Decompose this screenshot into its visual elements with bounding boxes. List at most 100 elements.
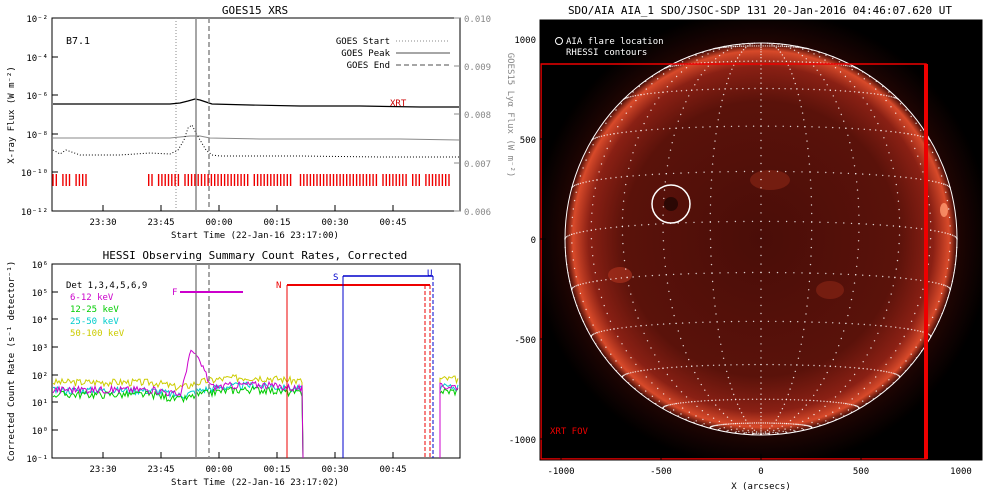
grid-dot [729, 382, 731, 385]
grid-dot [579, 292, 582, 295]
grid-dot [596, 136, 598, 139]
grid-dot [598, 171, 600, 173]
aia-y-tick-label: 1000 [514, 36, 536, 46]
flag-label-s: S [333, 273, 338, 283]
grid-dot [813, 53, 815, 55]
grid-dot [855, 274, 857, 276]
grid-dot [875, 390, 877, 392]
grid-dot [727, 429, 729, 432]
grid-dot [650, 368, 652, 371]
grid-dot [851, 127, 853, 130]
grid-dot [606, 147, 608, 150]
grid-dot [697, 400, 699, 402]
grid-dot [783, 45, 786, 48]
grid-dot [928, 204, 930, 206]
grid-dot [767, 125, 770, 127]
grid-dot [696, 405, 698, 408]
legend-goes-peak: GOES Peak [341, 49, 390, 59]
grid-dot [709, 204, 712, 206]
grid-dot [940, 175, 943, 177]
grid-dot [709, 229, 711, 232]
grid-dot [669, 65, 672, 68]
grid-dot [803, 424, 805, 426]
grid-dot [615, 109, 617, 111]
grid-dot [658, 173, 660, 175]
grid-dot [680, 391, 683, 393]
grid-dot [775, 320, 777, 323]
grid-dot [585, 181, 587, 183]
grid-dot [760, 312, 762, 315]
grid-dot [862, 97, 864, 99]
grid-dot [579, 231, 581, 233]
grid-dot [910, 133, 913, 136]
grid-dot [766, 422, 769, 424]
grid-dot [760, 155, 762, 157]
active-region [816, 281, 844, 299]
grid-dot [914, 134, 916, 136]
grid-dot [680, 90, 683, 92]
grid-dot [663, 248, 665, 251]
grid-dot [875, 88, 877, 90]
grid-dot [703, 423, 705, 425]
grid-dot [685, 67, 688, 69]
grid-dot [760, 51, 762, 53]
grid-dot [715, 404, 717, 406]
grid-dot [657, 128, 659, 130]
grid-dot [826, 400, 828, 403]
grid-dot [625, 112, 627, 114]
grid-dot [735, 431, 737, 433]
grid-dot [715, 133, 717, 135]
grid-dot [711, 399, 713, 402]
grid-dot [697, 79, 699, 81]
grid-dot [793, 429, 795, 432]
grid-dot [665, 405, 667, 407]
grid-dot [687, 172, 690, 174]
grid-dot [883, 317, 885, 319]
grid-dot [869, 129, 871, 131]
grid-dot [917, 330, 919, 332]
aia-y-tick-label: -500 [514, 336, 536, 346]
grid-dot [938, 300, 940, 303]
grid-dot [862, 400, 864, 402]
grid-dot [703, 171, 705, 173]
grid-dot [709, 221, 711, 223]
grid-dot [712, 364, 715, 366]
grid-dot [760, 335, 762, 338]
grid-dot [858, 214, 860, 216]
grid-dot [755, 422, 758, 424]
grid-dot [760, 254, 762, 257]
solar-limb [564, 42, 958, 436]
grid-dot [707, 88, 709, 91]
grid-dot [856, 257, 859, 259]
aia-x-tick-label: 500 [853, 467, 869, 477]
grid-dot [829, 365, 831, 367]
grid-dot [733, 45, 735, 48]
grid-dot [898, 242, 900, 245]
grid-dot [626, 97, 628, 99]
grid-dot [818, 321, 820, 323]
grid-dot [743, 271, 746, 274]
grid-dot [888, 175, 890, 177]
grid-dot [910, 328, 913, 331]
grid-dot [762, 432, 764, 434]
grid-dot [666, 282, 669, 284]
grid-dot [903, 335, 905, 338]
grid-dot [934, 230, 936, 232]
grid-dot [677, 120, 679, 122]
grid-dot [666, 404, 669, 407]
grid-dot [702, 321, 704, 323]
grid-dot [895, 183, 897, 186]
grid-dot [870, 109, 872, 112]
grid-dot [755, 431, 758, 433]
grid-dot [802, 88, 804, 90]
grid-dot [696, 365, 698, 367]
grid-dot [760, 280, 762, 282]
grid-dot [671, 90, 673, 93]
active-region [608, 267, 632, 283]
grid-dot [664, 181, 666, 183]
grid-dot [856, 181, 858, 183]
grid-dot [729, 423, 731, 425]
grid-dot [707, 399, 709, 402]
grid-dot [797, 357, 800, 359]
grid-dot [575, 276, 577, 278]
